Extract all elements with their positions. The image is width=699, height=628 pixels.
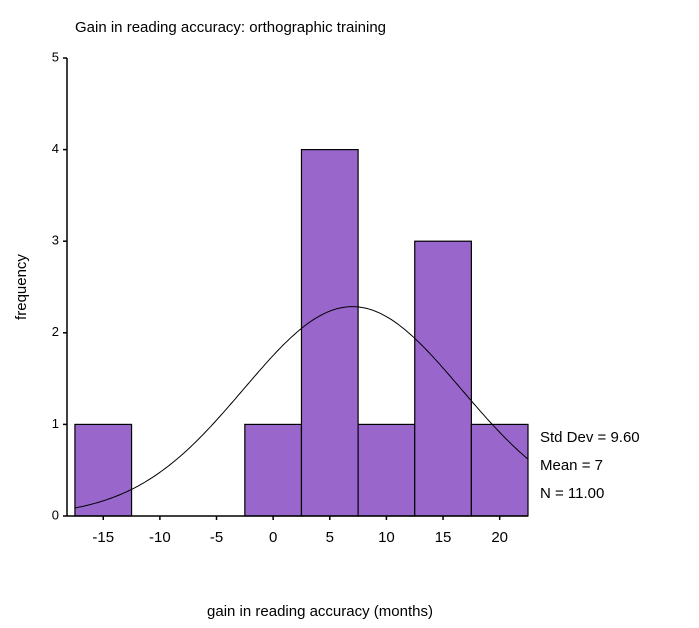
x-tick-label: 5 [326, 529, 334, 546]
bar [357, 423, 416, 517]
y-tick-label: 5 [52, 49, 59, 64]
bar [244, 423, 303, 517]
stats-label: N = 11.00 [540, 485, 604, 502]
y-axis-label: frequency [13, 254, 30, 320]
stats-label: Mean = 7 [540, 457, 603, 474]
y-tick-label: 3 [52, 233, 59, 248]
y-tick-label: 0 [52, 507, 59, 522]
x-tick-label: -5 [210, 529, 223, 546]
stats-label: Std Dev = 9.60 [540, 429, 640, 446]
bar [470, 423, 529, 517]
x-tick-label: 15 [435, 529, 452, 546]
y-tick-label: 1 [52, 416, 59, 431]
y-tick-label: 2 [52, 324, 59, 339]
x-tick-label: 10 [378, 529, 395, 546]
x-tick-label: -15 [92, 529, 114, 546]
x-tick-label: -10 [149, 529, 171, 546]
bar [74, 423, 133, 517]
x-tick-label: 0 [269, 529, 277, 546]
bar [414, 240, 472, 517]
normal-curve [74, 306, 529, 509]
x-tick-label: 20 [491, 529, 508, 546]
chart-title: Gain in reading accuracy: orthographic t… [75, 19, 386, 36]
x-axis-label: gain in reading accuracy (months) [207, 603, 433, 620]
y-tick-label: 4 [52, 141, 59, 156]
bar [300, 149, 359, 517]
